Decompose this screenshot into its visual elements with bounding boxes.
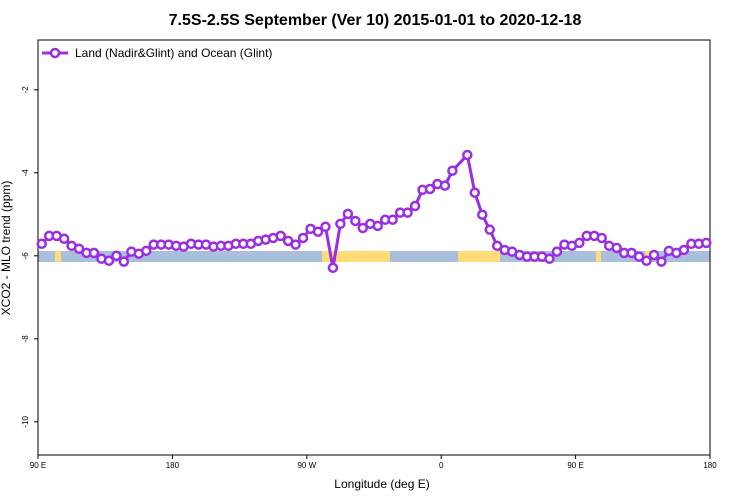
data-point xyxy=(462,149,473,161)
x-tick-label: 90 W xyxy=(297,461,316,470)
data-point xyxy=(678,244,690,256)
data-point xyxy=(648,249,660,261)
data-point xyxy=(402,207,413,218)
x-axis-label: Longitude (deg E) xyxy=(334,477,429,491)
legend-marker xyxy=(49,47,61,59)
legend-label: Land (Nadir&Glint) and Ocean (Glint) xyxy=(75,46,272,60)
data-point xyxy=(342,208,354,220)
data-point xyxy=(118,256,130,267)
y-tick-label: -4 xyxy=(21,169,30,177)
land-band xyxy=(55,251,61,262)
data-point xyxy=(596,232,607,244)
data-point xyxy=(611,242,622,254)
data-point xyxy=(387,214,398,225)
x-tick-label: 0 xyxy=(439,461,444,470)
data-point xyxy=(320,221,331,232)
data-point xyxy=(484,224,495,235)
data-point xyxy=(701,237,712,249)
data-point xyxy=(447,165,458,176)
x-tick-label: 90 E xyxy=(30,461,46,470)
x-tick-label: 180 xyxy=(166,461,180,470)
data-point xyxy=(350,215,361,227)
data-point xyxy=(477,209,488,220)
data-point xyxy=(73,243,85,254)
data-point xyxy=(88,247,100,259)
data-point xyxy=(58,233,70,245)
data-point xyxy=(544,253,555,264)
y-tick-label: -8 xyxy=(21,335,30,343)
data-point xyxy=(327,262,339,274)
plot-frame xyxy=(37,39,711,456)
data-point xyxy=(357,222,369,234)
data-point xyxy=(290,239,301,250)
x-tick-label: 180 xyxy=(703,461,717,470)
y-axis-label: XCO2 - MLO trend (ppm) xyxy=(0,181,13,316)
y-tick-label: -6 xyxy=(21,252,30,260)
data-point xyxy=(335,218,346,230)
data-point xyxy=(409,200,421,212)
chart-title: 7.5S-2.5S September (Ver 10) 2015-01-01 … xyxy=(169,12,582,29)
data-point xyxy=(574,237,585,249)
data-point xyxy=(312,226,324,237)
data-point xyxy=(656,256,667,267)
data-point xyxy=(469,187,481,198)
land-band xyxy=(458,251,500,262)
data-point xyxy=(111,250,122,262)
x-tick-label: 90 E xyxy=(567,461,583,470)
land-band xyxy=(322,251,390,262)
data-point xyxy=(491,240,503,252)
data-point xyxy=(424,183,436,195)
land-band xyxy=(596,251,601,262)
data-point xyxy=(275,230,286,242)
data-point xyxy=(36,238,47,250)
data-point xyxy=(439,180,451,191)
data-point xyxy=(372,220,383,232)
y-tick-label: -10 xyxy=(21,415,30,427)
data-point xyxy=(103,255,115,267)
data-point xyxy=(141,245,152,257)
data-point xyxy=(551,246,563,257)
y-tick-label: -2 xyxy=(21,86,30,94)
data-point xyxy=(297,232,309,244)
data-point xyxy=(633,251,645,262)
data-point xyxy=(641,255,652,267)
